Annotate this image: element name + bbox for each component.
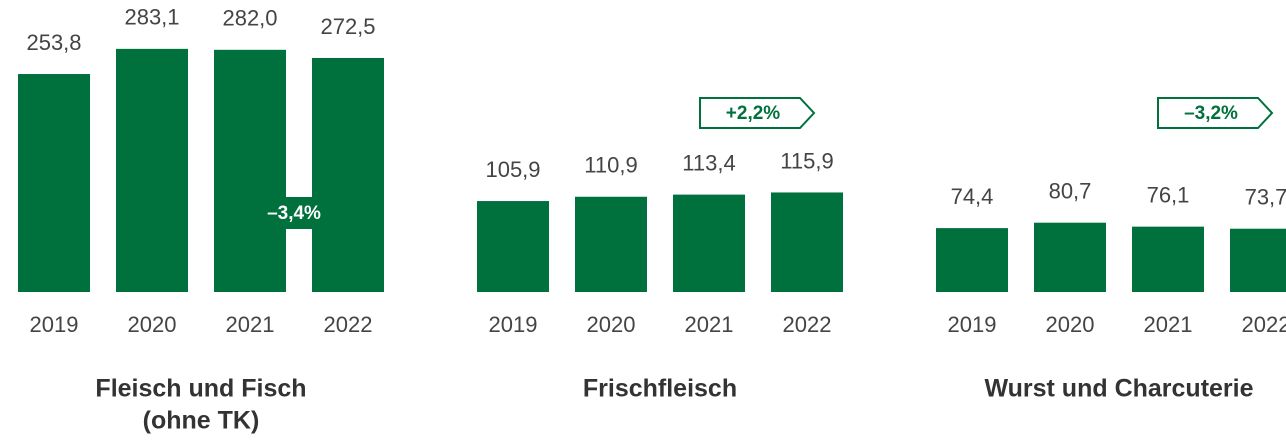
bar bbox=[312, 57, 384, 293]
panel: 74,4 2019 80,7 2020 76,1 2021 73,7 2022 Wurst un… bbox=[936, 97, 1286, 403]
value-label: 283,1 bbox=[124, 5, 179, 30]
value-label: 73,7 bbox=[1245, 185, 1286, 210]
value-label: 272,5 bbox=[320, 14, 375, 39]
x-tick-label: 2020 bbox=[128, 312, 177, 337]
bar bbox=[673, 194, 745, 292]
value-label: 115,9 bbox=[780, 148, 833, 173]
bar bbox=[214, 49, 286, 292]
value-label: 105,9 bbox=[485, 157, 540, 182]
value-label: 76,1 bbox=[1147, 182, 1190, 207]
x-tick-label: 2019 bbox=[948, 312, 997, 337]
bar bbox=[1230, 228, 1286, 292]
panel: 105,9 2019 110,9 2020 113,4 2021 115,9 2022 Fris… bbox=[477, 97, 843, 403]
panel-title: Fleisch und Fisch bbox=[95, 375, 306, 403]
annotation-box bbox=[241, 197, 356, 229]
x-tick-label: 2020 bbox=[587, 312, 636, 337]
panel-title: Wurst und Charcuterie bbox=[984, 375, 1253, 403]
annotation: –3,2% bbox=[1184, 103, 1238, 124]
annotation: –3,4% bbox=[267, 203, 321, 224]
x-tick-label: 2022 bbox=[324, 312, 373, 337]
x-tick-label: 2019 bbox=[30, 312, 79, 337]
panel-title: Frischfleisch bbox=[583, 375, 737, 403]
bar bbox=[575, 196, 647, 292]
bar bbox=[18, 74, 90, 293]
x-tick-label: 2019 bbox=[489, 312, 538, 337]
x-tick-label: 2022 bbox=[783, 312, 832, 337]
x-tick-label: 2021 bbox=[226, 312, 275, 337]
value-label: 74,4 bbox=[951, 184, 994, 209]
value-label: 282,0 bbox=[222, 6, 277, 31]
bar bbox=[116, 48, 188, 292]
value-label: 113,4 bbox=[682, 150, 735, 175]
annotation-box bbox=[1157, 97, 1274, 129]
value-label: 253,8 bbox=[26, 30, 81, 55]
panel: 253,8 2019 283,1 2020 282,0 2021 272,5 2022 Flei… bbox=[18, 5, 384, 435]
x-tick-label: 2020 bbox=[1046, 312, 1095, 337]
x-tick-label: 2021 bbox=[685, 312, 734, 337]
panel-title: (ohne TK) bbox=[143, 407, 260, 435]
annotation-box bbox=[699, 97, 816, 129]
annotation: +2,2% bbox=[726, 103, 781, 124]
x-tick-label: 2021 bbox=[1144, 312, 1193, 337]
bar bbox=[477, 201, 549, 292]
bar bbox=[1034, 222, 1106, 292]
value-label: 80,7 bbox=[1049, 179, 1092, 204]
value-label: 110,9 bbox=[584, 153, 637, 178]
bar bbox=[771, 192, 843, 292]
bar bbox=[936, 228, 1008, 292]
bar bbox=[1132, 226, 1204, 292]
x-tick-label: 2022 bbox=[1242, 312, 1286, 337]
